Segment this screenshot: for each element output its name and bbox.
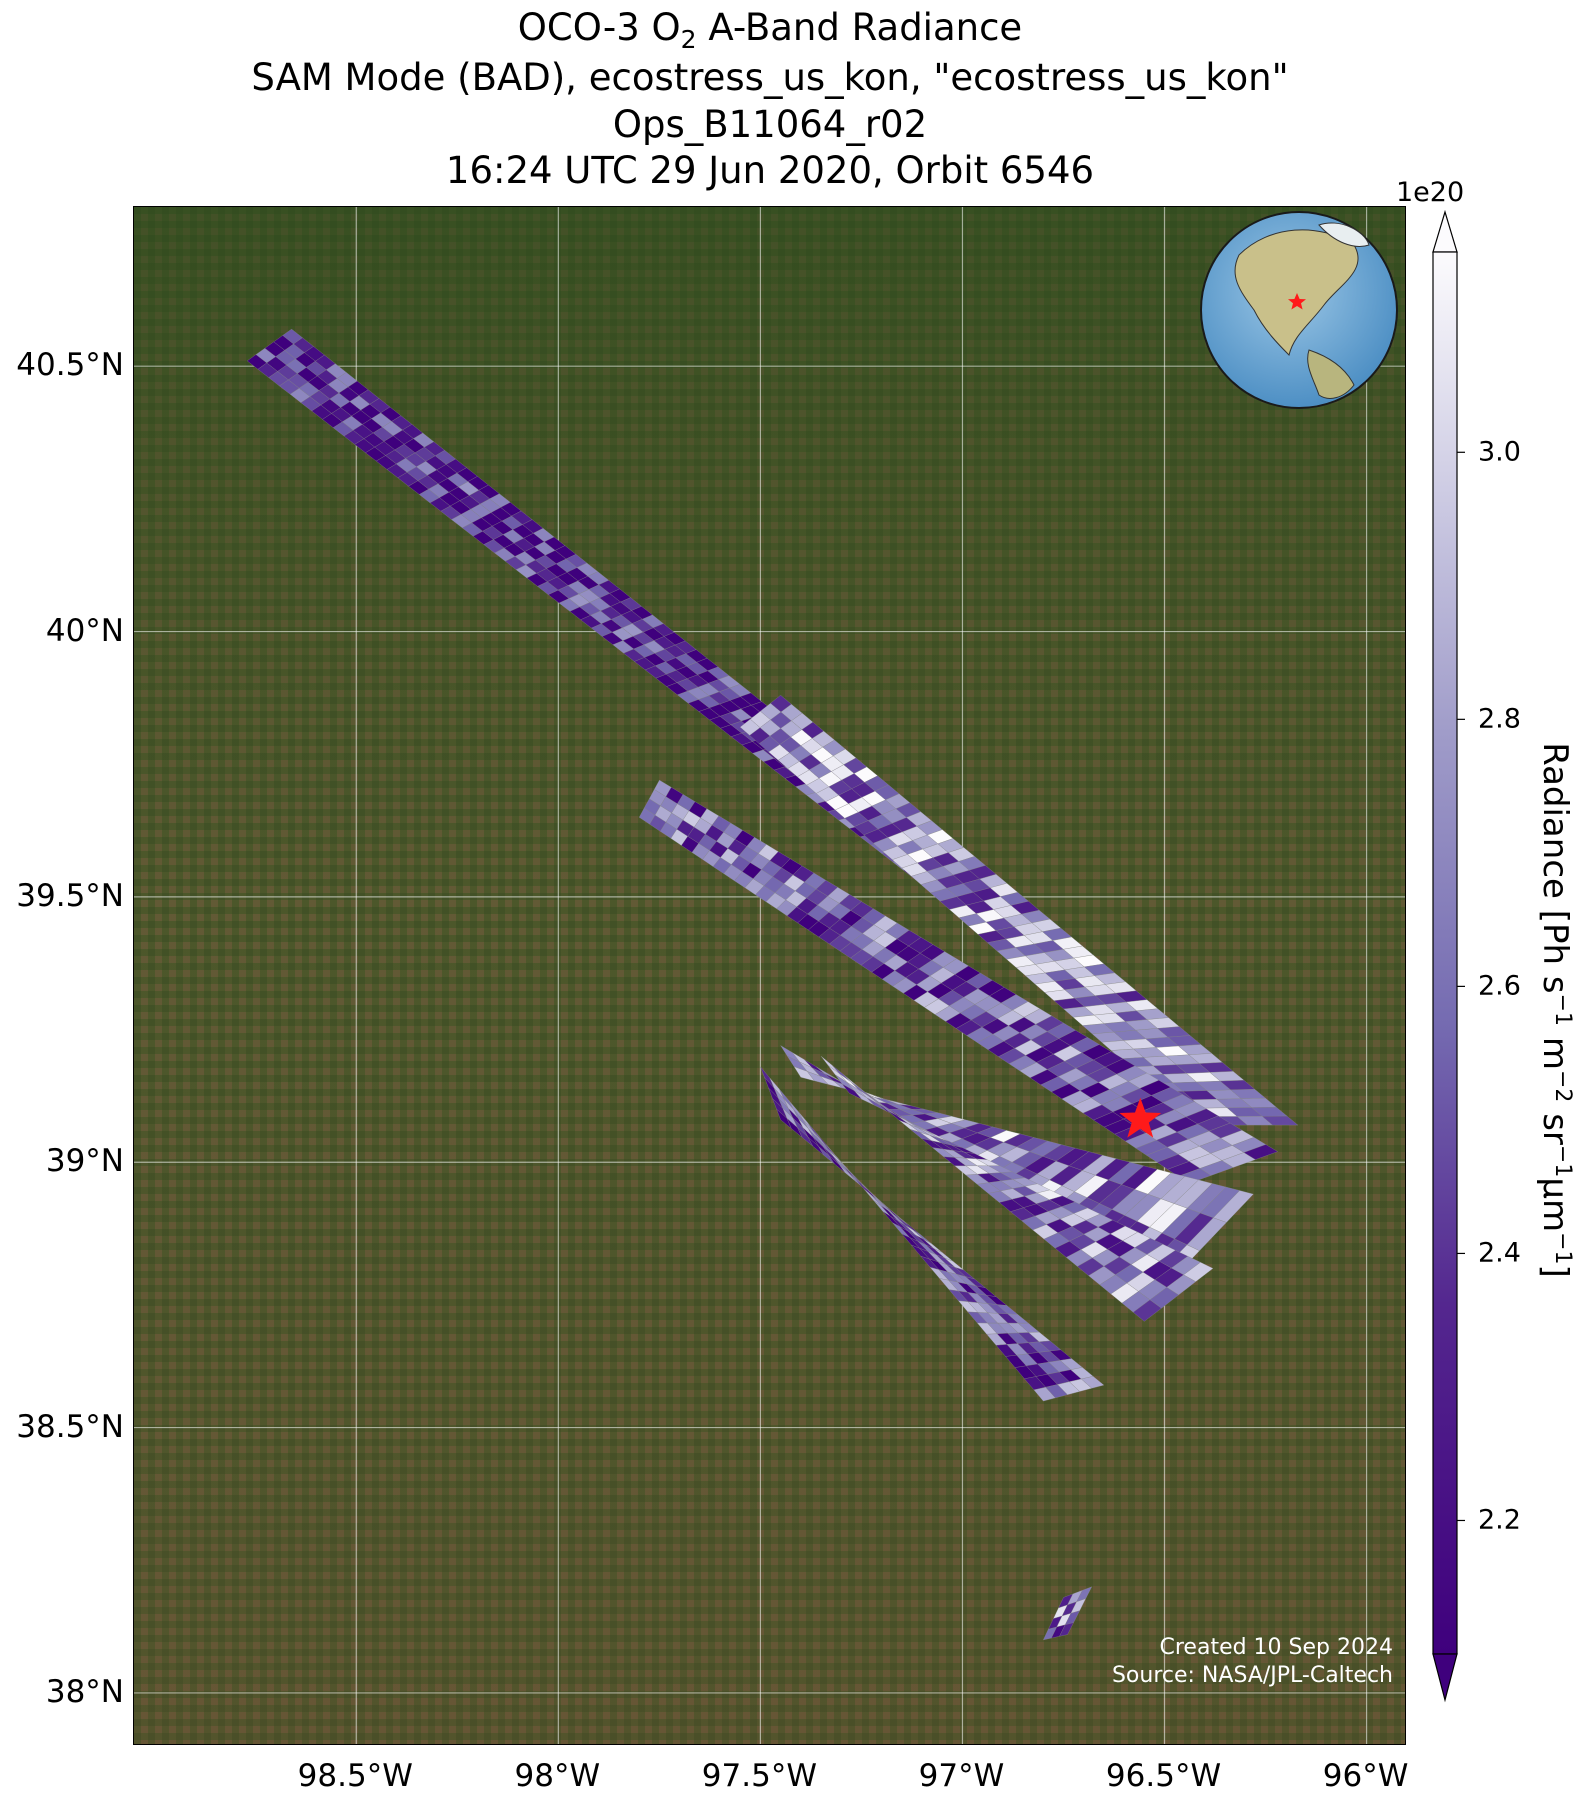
latitude-tick-label: 40.5°N — [16, 347, 124, 384]
latitude-tick-label: 40°N — [45, 612, 124, 649]
colorbar-min-extension — [1432, 1653, 1458, 1703]
chart-title-line4: 16:24 UTC 29 Jun 2020, Orbit 6546 — [445, 149, 1095, 192]
latitude-tick-label: 39.5°N — [16, 877, 124, 914]
cb-label-part: m — [1534, 1026, 1575, 1070]
radiance-swaths — [246, 328, 1299, 1641]
north-america-landmass — [1234, 229, 1359, 356]
south-america-landmass — [1307, 349, 1355, 399]
longitude-tick-label: 97°W — [918, 1758, 1005, 1794]
cb-label-sup: −1 — [1550, 1144, 1576, 1178]
colorbar-tick-label: 2.8 — [1478, 703, 1521, 735]
credit-created: Created 10 Sep 2024 — [1159, 1635, 1394, 1660]
cb-label-part: µm — [1534, 1177, 1575, 1233]
sounding-cell — [1243, 1144, 1279, 1160]
longitude-tick-label: 98.5°W — [297, 1758, 413, 1794]
latitude-tick-label: 38°N — [45, 1673, 124, 1710]
greenland-landmass — [1318, 222, 1370, 247]
cb-label-part: sr — [1534, 1102, 1575, 1145]
cb-label-sup: −1 — [1550, 993, 1576, 1027]
cb-label-sup: −2 — [1550, 1069, 1576, 1103]
latitude-tick-label: 38.5°N — [16, 1408, 124, 1445]
sounding-cell — [1213, 1190, 1254, 1223]
target-marker-layer — [1119, 1097, 1162, 1138]
colorbar-max-extension — [1432, 209, 1458, 253]
credit-source: Source: NASA/JPL-Caltech — [1111, 1663, 1393, 1688]
longitude-tick-label: 97.5°W — [701, 1758, 817, 1794]
colorbar-tick-label: 2.6 — [1478, 970, 1521, 1002]
sounding-cell — [1059, 1622, 1074, 1637]
globe-red-star — [1288, 293, 1306, 310]
cb-label-part: ] — [1534, 1264, 1575, 1278]
longitude-tick-label: 98°W — [514, 1758, 601, 1794]
chart-title-line2: SAM Mode (BAD), ecostress_us_kon, "ecost… — [251, 56, 1289, 99]
longitude-tick-label: 96°W — [1322, 1758, 1409, 1794]
cb-label-part: Radiance [Ph s — [1534, 742, 1575, 994]
colorbar-tick-label: 3.0 — [1478, 436, 1521, 468]
colorbar-exponent: 1e20 — [1396, 177, 1465, 208]
chart-title-line3: Ops_B11064_r02 — [612, 103, 928, 146]
colorbar — [1432, 209, 1465, 1703]
sounding-cell — [1261, 1115, 1299, 1126]
map-canvas — [134, 207, 1405, 1744]
colorbar-tick-label: 2.2 — [1478, 1504, 1521, 1536]
latitude-tick-label: 39°N — [45, 1143, 124, 1180]
colorbar-label: Radiance [Ph s−1 m−2 sr−1µm−1] — [1535, 742, 1575, 1278]
longitude-tick-label: 96.5°W — [1105, 1758, 1222, 1794]
globe-inset — [1200, 211, 1398, 409]
sounding-cell — [1080, 1376, 1105, 1389]
chart-title-line1: OCO-3 O2 A-Band Radiance — [0, 6, 1540, 62]
title-prefix: OCO-3 O — [517, 6, 681, 49]
colorbar-gradient — [1432, 251, 1458, 1655]
title-suffix: A-Band Radiance — [696, 6, 1023, 49]
cb-label-sup: −1 — [1550, 1232, 1576, 1265]
map-panel[interactable] — [133, 206, 1406, 1745]
target-star-marker[interactable] — [1119, 1097, 1162, 1138]
sounding-cell — [1183, 1262, 1214, 1282]
colorbar-tick-label: 2.4 — [1478, 1237, 1521, 1269]
title-subscript: 2 — [680, 25, 697, 54]
credit-text: Created 10 Sep 2024 Source: NASA/JPL-Cal… — [1112, 1634, 1393, 1690]
colorbar-tick-marks — [1457, 451, 1465, 1522]
